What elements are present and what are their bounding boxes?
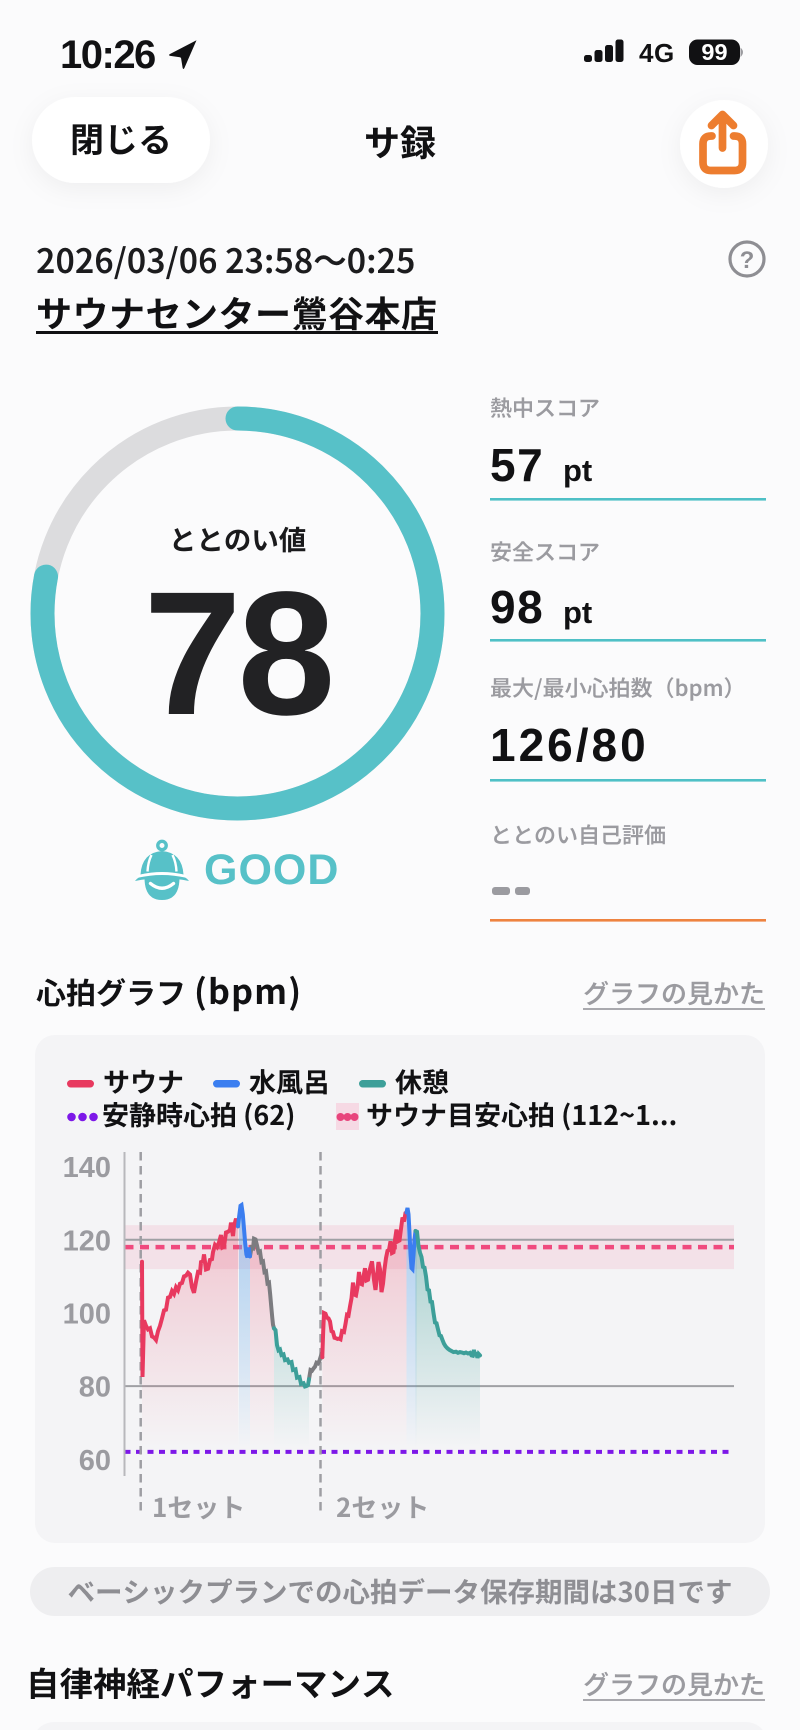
svg-text:99: 99 — [701, 39, 727, 65]
svg-text:pt: pt — [563, 595, 592, 630]
svg-text:78: 78 — [144, 556, 332, 752]
svg-text:60: 60 — [79, 1445, 111, 1477]
svg-text:98: 98 — [490, 581, 544, 633]
svg-text:57: 57 — [490, 439, 544, 491]
svg-text:126/80: 126/80 — [490, 719, 649, 771]
svg-text:GOOD: GOOD — [204, 846, 339, 894]
svg-text:80: 80 — [79, 1372, 111, 1404]
svg-text:pt: pt — [563, 453, 592, 488]
svg-text:?: ? — [740, 247, 755, 274]
svg-text:100: 100 — [63, 1299, 111, 1331]
svg-text:4G: 4G — [639, 38, 675, 68]
svg-text:140: 140 — [63, 1152, 111, 1184]
svg-text:120: 120 — [63, 1225, 111, 1257]
svg-text:10:26: 10:26 — [60, 33, 155, 77]
